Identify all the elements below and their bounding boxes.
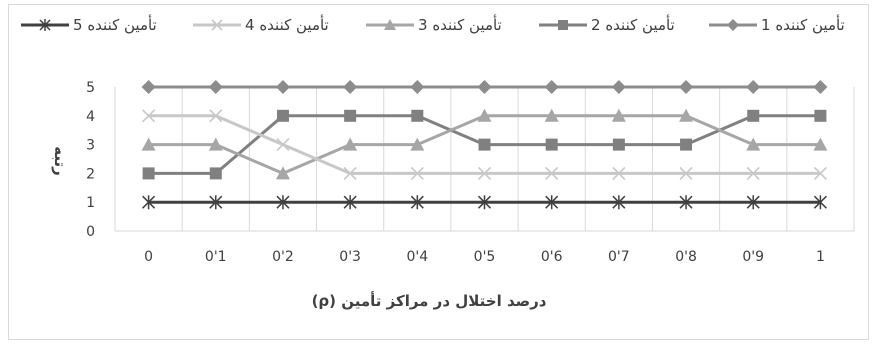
series-layer: [141, 80, 828, 210]
data-point: [343, 195, 357, 210]
legend-label: تأمین کننده 5: [73, 14, 157, 34]
data-point: [478, 138, 491, 151]
y-tick-label: 2: [86, 166, 95, 182]
x-tick-label: 0'3: [339, 249, 361, 265]
series-5: [142, 195, 827, 210]
data-point: [558, 20, 568, 30]
data-point: [276, 109, 289, 122]
data-point: [544, 80, 559, 94]
x-tick-label: 0'6: [541, 249, 563, 265]
x-tick-label: 0'7: [608, 249, 630, 265]
data-point: [211, 19, 223, 31]
data-point: [477, 195, 492, 210]
data-point: [612, 138, 625, 151]
x-tick-label: 0'9: [742, 249, 764, 265]
data-point: [39, 19, 51, 31]
data-point: [275, 166, 290, 180]
legend-entry: تأمین کننده 1: [709, 14, 845, 34]
grid: [114, 87, 855, 232]
data-point: [813, 137, 828, 151]
x-tick-label: 0'8: [675, 249, 697, 265]
data-point: [384, 19, 396, 30]
legend-label: تأمین کننده 1: [761, 14, 845, 34]
x-axis-title: درصد اختلال در مراکز تأمین (ρ): [312, 291, 547, 310]
data-point: [411, 109, 424, 122]
legend-label: تأمین کننده 4: [245, 14, 329, 34]
data-point: [612, 166, 626, 180]
legend-label: تأمین کننده 3: [418, 14, 502, 34]
legend-entry: تأمین کننده 3: [366, 14, 502, 34]
data-point: [544, 108, 559, 122]
data-point: [746, 80, 761, 94]
data-point: [410, 80, 425, 94]
chart-frame: تأمین کننده 1 تأمین کننده 2 تأمین کننده 3 ت…: [8, 4, 869, 340]
data-point: [410, 137, 425, 151]
data-point: [746, 166, 760, 180]
data-point: [208, 80, 223, 94]
legend-label: تأمین کننده 2: [591, 14, 675, 34]
data-point: [209, 109, 223, 123]
data-point: [275, 80, 290, 94]
series-1: [141, 80, 828, 94]
data-point: [746, 195, 760, 210]
data-point: [343, 166, 357, 180]
y-tick-label: 0: [86, 224, 95, 240]
tick-labels: 0 0'1 0'2 0'3 0'4 0'5 0'6 0'7 0'8 0'9 1 0 1 2 3 4 5: [86, 80, 825, 265]
y-tick-label: 1: [86, 195, 95, 211]
data-point: [343, 137, 358, 151]
data-point: [612, 195, 626, 210]
data-point: [142, 195, 156, 210]
data-point: [276, 138, 290, 152]
series-4: [142, 109, 827, 180]
data-point: [611, 80, 626, 94]
data-point: [611, 108, 626, 122]
data-point: [727, 19, 739, 31]
data-point: [814, 109, 827, 122]
data-point: [477, 108, 492, 122]
data-point: [209, 167, 222, 180]
data-point: [142, 109, 156, 123]
data-point: [477, 166, 492, 180]
data-point: [680, 138, 693, 151]
data-point: [142, 167, 155, 180]
data-point: [679, 80, 694, 94]
x-tick-label: 1: [816, 249, 825, 265]
data-point: [679, 166, 693, 180]
data-point: [679, 195, 693, 210]
data-point: [545, 195, 559, 210]
y-axis-title: رتبه: [51, 146, 69, 176]
data-point: [410, 166, 424, 180]
x-tick-label: 0'2: [272, 249, 294, 265]
data-point: [679, 108, 694, 122]
legend-entry: تأمین کننده 2: [539, 14, 675, 34]
data-point: [141, 137, 156, 151]
series-3: [141, 108, 828, 180]
legend-entry: تأمین کننده 4: [193, 14, 329, 34]
x-tick-label: 0'1: [205, 249, 227, 265]
data-point: [747, 109, 760, 122]
data-point: [746, 137, 761, 151]
data-point: [813, 195, 827, 210]
data-point: [813, 166, 827, 180]
x-tick-label: 0'5: [474, 249, 496, 265]
data-point: [545, 138, 558, 151]
data-point: [209, 195, 223, 210]
data-point: [276, 195, 290, 210]
data-point: [477, 80, 492, 94]
data-point: [343, 80, 358, 94]
legend-entry: تأمین کننده 5: [21, 14, 157, 34]
y-tick-label: 4: [86, 109, 95, 125]
x-tick-label: 0: [144, 249, 153, 265]
line-chart: تأمین کننده 1 تأمین کننده 2 تأمین کننده 3 ت…: [21, 14, 855, 310]
legend: تأمین کننده 1 تأمین کننده 2 تأمین کننده 3 ت…: [21, 14, 845, 34]
y-tick-label: 3: [86, 138, 95, 154]
data-point: [813, 80, 828, 94]
data-point: [208, 137, 223, 151]
data-point: [545, 166, 559, 180]
y-tick-label: 5: [86, 80, 95, 96]
data-point: [344, 109, 357, 122]
data-point: [410, 195, 424, 210]
data-point: [141, 80, 156, 94]
x-tick-label: 0'4: [406, 249, 428, 265]
